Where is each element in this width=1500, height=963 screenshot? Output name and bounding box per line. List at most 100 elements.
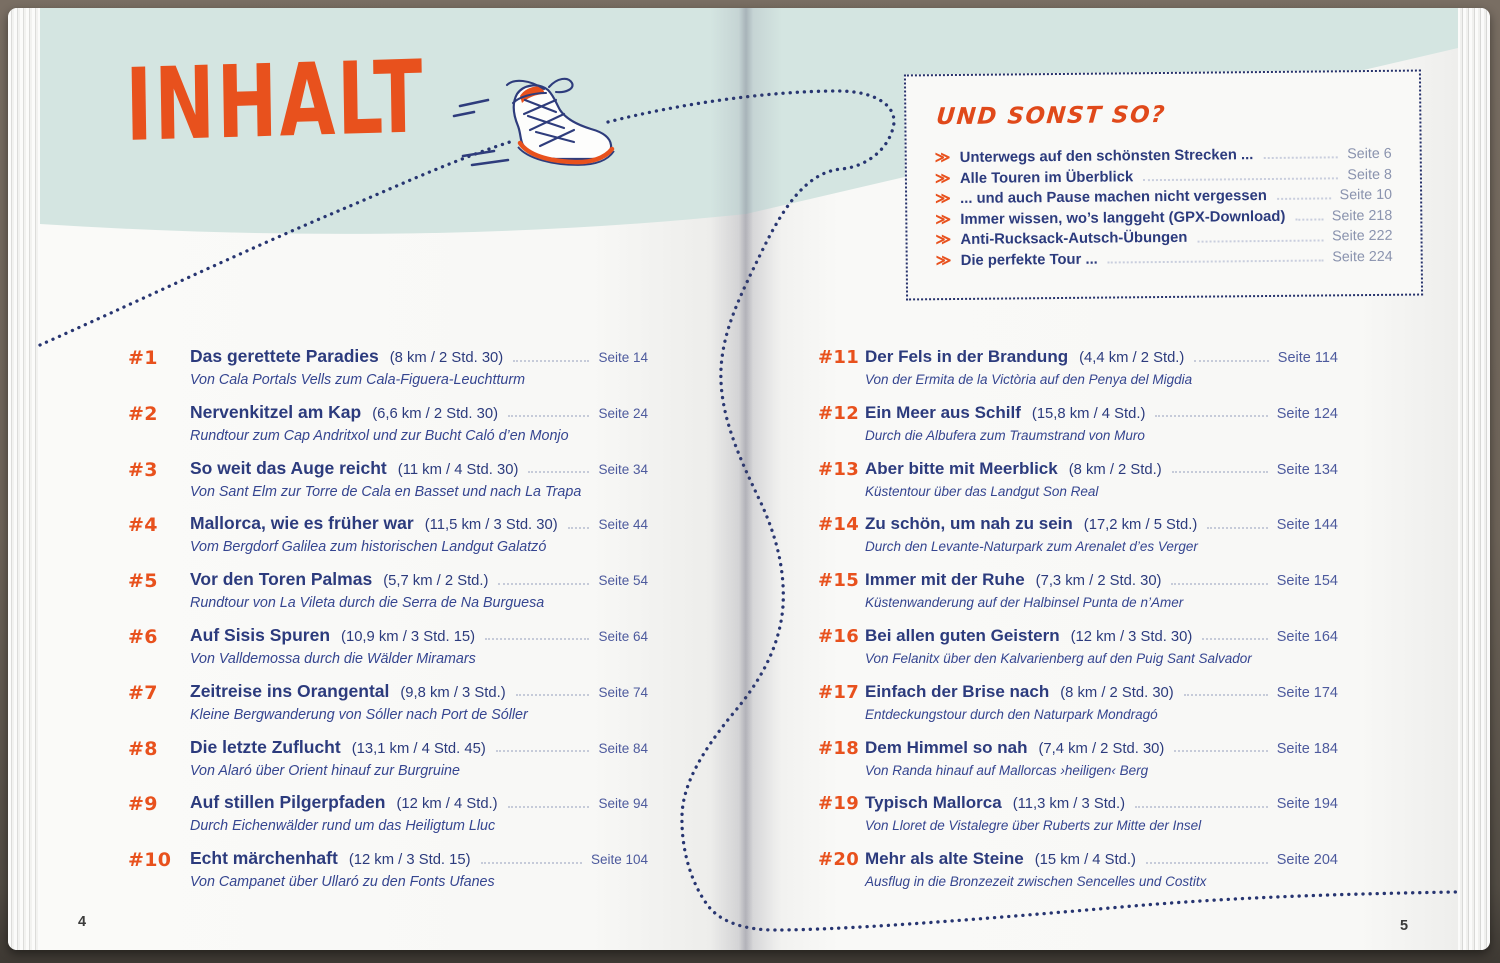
- tour-entry-body: Das gerettete Paradies (8 km / 2 Std. 30…: [190, 346, 648, 402]
- extras-item-label: ... und auch Pause machen nicht vergesse…: [960, 188, 1267, 208]
- tour-subtitle: Rundtour von La Vileta durch die Serra d…: [190, 595, 545, 612]
- tour-number: #5: [128, 570, 158, 593]
- right-page-number: 5: [1400, 918, 1409, 934]
- tour-distance-duration: (6,6 km / 2 Std. 30): [372, 405, 499, 422]
- double-chevron-icon: ≫: [935, 190, 949, 208]
- tour-page-ref: Seite 94: [598, 796, 648, 812]
- tour-title: So weit das Auge reicht: [190, 457, 387, 478]
- tour-title: Der Fels in der Brandung: [865, 347, 1069, 366]
- tour-distance-duration: (12 km / 3 Std. 15): [348, 852, 471, 869]
- toc-tour-entry: #11 Der Fels in der Brandung (4,4 km / 2…: [818, 346, 1338, 402]
- tour-subtitle: Von der Ermita de la Victòria auf den Pe…: [865, 372, 1193, 387]
- extras-item-page-ref: Seite 222: [1332, 228, 1393, 245]
- tour-page-ref: Seite 84: [598, 740, 648, 756]
- tour-number: #7: [128, 681, 158, 704]
- dotted-leader: [567, 526, 590, 529]
- tour-subtitle: Entdeckungstour durch den Naturpark Mond…: [865, 706, 1158, 722]
- dotted-leader: [1207, 526, 1268, 529]
- toc-tour-entry: #17 Einfach der Brise nach (8 km / 2 Std…: [818, 681, 1338, 737]
- tour-subtitle: Von Sant Elm zur Torre de Cala en Basset…: [190, 483, 582, 500]
- tour-entry-body: Echt märchenhaft (12 km / 3 Std. 15) Sei…: [190, 848, 648, 904]
- toc-tour-entry: #3 So weit das Auge reicht (11 km / 4 St…: [128, 458, 648, 514]
- tour-page-ref: Seite 64: [598, 628, 648, 644]
- tour-distance-duration: (13,1 km / 4 Std. 45): [351, 740, 486, 757]
- tour-title: Das gerettete Paradies: [190, 346, 379, 366]
- dotted-leader: [528, 471, 590, 474]
- tour-title: Einfach der Brise nach: [865, 681, 1050, 701]
- tour-subtitle: Von Felanitx über den Kalvarienberg auf …: [865, 650, 1252, 666]
- tour-number: #16: [818, 625, 860, 647]
- dotted-leader: [1263, 156, 1339, 160]
- tour-entry-body: Die letzte Zuflucht (13,1 km / 4 Std. 45…: [190, 737, 648, 793]
- extras-item-label: Anti-Rucksack-Autsch-Übungen: [960, 230, 1188, 249]
- extras-box: UND SONST SO? ≫ Unterwegs auf den schöns…: [903, 69, 1424, 301]
- tour-number: #15: [818, 570, 860, 592]
- dotted-leader: [1197, 239, 1324, 243]
- page-title: INHALT: [124, 38, 426, 164]
- dotted-leader: [1276, 197, 1331, 201]
- double-chevron-icon: ≫: [934, 169, 949, 187]
- tour-page-ref: Seite 164: [1276, 628, 1338, 645]
- extras-list: ≫ Unterwegs auf den schönsten Strecken .…: [935, 144, 1393, 272]
- tour-page-ref: Seite 54: [598, 573, 648, 589]
- tour-title: Aber bitte mit Meerblick: [865, 458, 1058, 478]
- toc-tour-entry: #20 Mehr als alte Steine (15 km / 4 Std.…: [818, 848, 1338, 904]
- tour-distance-duration: (15 km / 4 Std.): [1034, 852, 1136, 869]
- dotted-leader: [1171, 582, 1268, 585]
- tour-subtitle: Von Valldemossa durch die Wälder Miramar…: [190, 650, 476, 667]
- toc-tour-entry: #1 Das gerettete Paradies (8 km / 2 Std.…: [128, 346, 648, 402]
- tour-number: #8: [128, 737, 158, 760]
- tour-subtitle: Durch Eichenwälder rund um das Heiligtum…: [190, 818, 496, 835]
- toc-tour-entry: #13 Aber bitte mit Meerblick (8 km / 2 S…: [818, 458, 1338, 514]
- tour-distance-duration: (7,3 km / 2 Std. 30): [1035, 573, 1162, 590]
- dotted-leader: [508, 415, 590, 418]
- tour-title: Auf Sisis Spuren: [190, 624, 331, 645]
- extras-item-page-ref: Seite 8: [1347, 166, 1392, 183]
- tour-entry-body: Ein Meer aus Schilf (15,8 km / 4 Std.) S…: [865, 402, 1338, 458]
- tour-distance-duration: (11,3 km / 3 Std.): [1012, 796, 1126, 813]
- tour-title: Die letzte Zuflucht: [190, 736, 341, 757]
- tour-number: #13: [818, 458, 860, 480]
- tour-number: #14: [818, 514, 860, 536]
- tour-subtitle: Von Lloret de Vistalegre über Ruberts zu…: [865, 818, 1202, 834]
- tour-entry-body: Mehr als alte Steine (15 km / 4 Std.) Se…: [865, 848, 1338, 904]
- tour-page-ref: Seite 24: [598, 405, 648, 421]
- dotted-leader: [1135, 805, 1268, 808]
- tour-subtitle: Vom Bergdorf Galilea zum historischen La…: [190, 539, 547, 556]
- extras-item-page-ref: Seite 10: [1339, 186, 1393, 204]
- tour-entry-body: Immer mit der Ruhe (7,3 km / 2 Std. 30) …: [865, 569, 1338, 625]
- tour-entry-body: Auf stillen Pilgerpfaden (12 km / 4 Std.…: [190, 792, 648, 848]
- tour-number: #1: [128, 347, 158, 369]
- tour-page-ref: Seite 14: [598, 350, 648, 365]
- tour-subtitle: Küstentour über das Landgut Son Real: [865, 483, 1099, 499]
- tour-list-left: #1 Das gerettete Paradies (8 km / 2 Std.…: [128, 346, 648, 904]
- tour-number: #3: [128, 458, 158, 481]
- tour-page-ref: Seite 194: [1276, 796, 1338, 813]
- tour-distance-duration: (11,5 km / 3 Std. 30): [424, 517, 558, 534]
- toc-tour-entry: #7 Zeitreise ins Orangental (9,8 km / 3 …: [128, 681, 648, 737]
- toc-tour-entry: #15 Immer mit der Ruhe (7,3 km / 2 Std. …: [818, 569, 1338, 625]
- double-chevron-icon: ≫: [935, 210, 950, 228]
- tour-distance-duration: (7,4 km / 2 Std. 30): [1038, 740, 1165, 757]
- tour-entry-body: Aber bitte mit Meerblick (8 km / 2 Std.)…: [865, 458, 1338, 514]
- book-spread: INHALT UND SONST SO? ≫ Unterwegs auf den…: [8, 8, 1490, 950]
- tour-entry-body: Zeitreise ins Orangental (9,8 km / 3 Std…: [190, 681, 648, 737]
- tour-number: #17: [818, 681, 860, 703]
- tour-title: Ein Meer aus Schilf: [865, 402, 1021, 422]
- tour-page-ref: Seite 184: [1276, 740, 1338, 757]
- tour-subtitle: Von Cala Portals Vells zum Cala-Figuera-…: [190, 372, 526, 388]
- tour-page-ref: Seite 34: [598, 461, 648, 477]
- tour-subtitle: Kleine Bergwanderung von Sóller nach Por…: [190, 706, 528, 723]
- dotted-leader: [1295, 218, 1323, 221]
- tour-number: #18: [818, 737, 860, 759]
- dotted-leader: [1107, 259, 1324, 264]
- tour-page-ref: Seite 154: [1276, 573, 1338, 590]
- extras-box-title: UND SONST SO?: [935, 101, 1167, 131]
- tour-entry-body: Auf Sisis Spuren (10,9 km / 3 Std. 15) S…: [190, 625, 648, 681]
- tour-title: Zeitreise ins Orangental: [190, 680, 390, 701]
- extras-item-label: Die perfekte Tour ...: [960, 251, 1098, 269]
- dotted-leader: [498, 582, 590, 585]
- tour-title: Bei allen guten Geistern: [865, 625, 1060, 645]
- dotted-leader: [1202, 638, 1268, 641]
- dotted-leader: [480, 861, 582, 864]
